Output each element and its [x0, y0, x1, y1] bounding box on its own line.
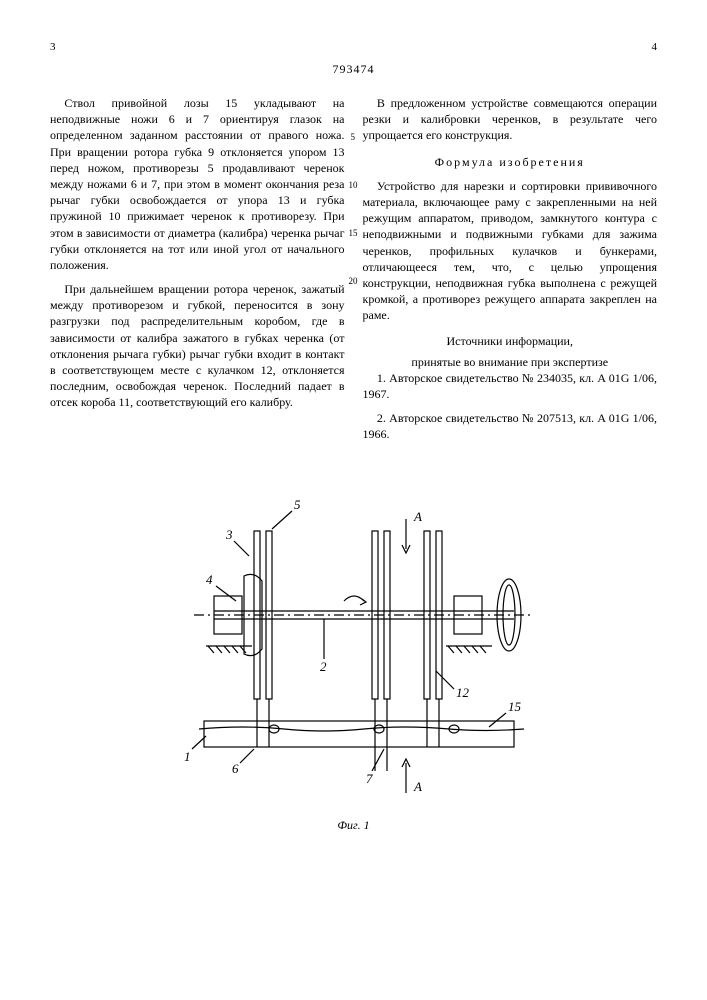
- line-number-20: 20: [349, 275, 668, 287]
- right-paragraph-2: Устройство для нарезки и сортировки прив…: [363, 178, 658, 324]
- label-6: 6: [232, 761, 239, 776]
- line-number-5: 5: [351, 131, 668, 143]
- label-A-top: А: [413, 509, 422, 524]
- left-paragraph-2: При дальнейшем вращении ротора черенок, …: [50, 281, 345, 411]
- label-12: 12: [456, 685, 470, 700]
- left-paragraph-1: Ствол привойной лозы 15 укладывают на не…: [50, 95, 345, 273]
- line-number-15: 15: [349, 227, 668, 239]
- label-7: 7: [366, 771, 373, 786]
- document-number: 793474: [50, 61, 657, 77]
- text-columns: Ствол привойной лозы 15 укладывают на не…: [50, 95, 657, 451]
- label-2: 2: [320, 659, 327, 674]
- figure-caption: Фиг. 1: [50, 817, 657, 833]
- left-col-number: 3: [50, 40, 56, 55]
- label-15: 15: [508, 699, 522, 714]
- label-3: 3: [225, 527, 233, 542]
- source-1: 1. Авторское свидетельство № 234035, кл.…: [363, 370, 658, 402]
- sources-title: Источники информации,: [363, 333, 658, 349]
- formula-title: Формула изобретения: [363, 154, 658, 170]
- label-A-bottom: А: [413, 779, 422, 794]
- label-5: 5: [294, 497, 301, 512]
- sources-subtitle: принятые во внимание при экспертизе: [363, 354, 658, 370]
- left-column: Ствол привойной лозы 15 укладывают на не…: [50, 95, 345, 451]
- source-2: 2. Авторское свидетельство № 207513, кл.…: [363, 410, 658, 442]
- label-1: 1: [184, 749, 191, 764]
- column-page-numbers: 3 4: [50, 40, 657, 55]
- right-column: 5 10 15 20 В предложенном устройстве сов…: [363, 95, 658, 451]
- figure-svg: 5 3 4 2 12 15 1 6 7 А А: [144, 471, 564, 811]
- figure-1: 5 3 4 2 12 15 1 6 7 А А Фиг. 1: [50, 471, 657, 833]
- line-number-10: 10: [349, 179, 668, 191]
- right-col-number: 4: [652, 40, 658, 55]
- label-4: 4: [206, 572, 213, 587]
